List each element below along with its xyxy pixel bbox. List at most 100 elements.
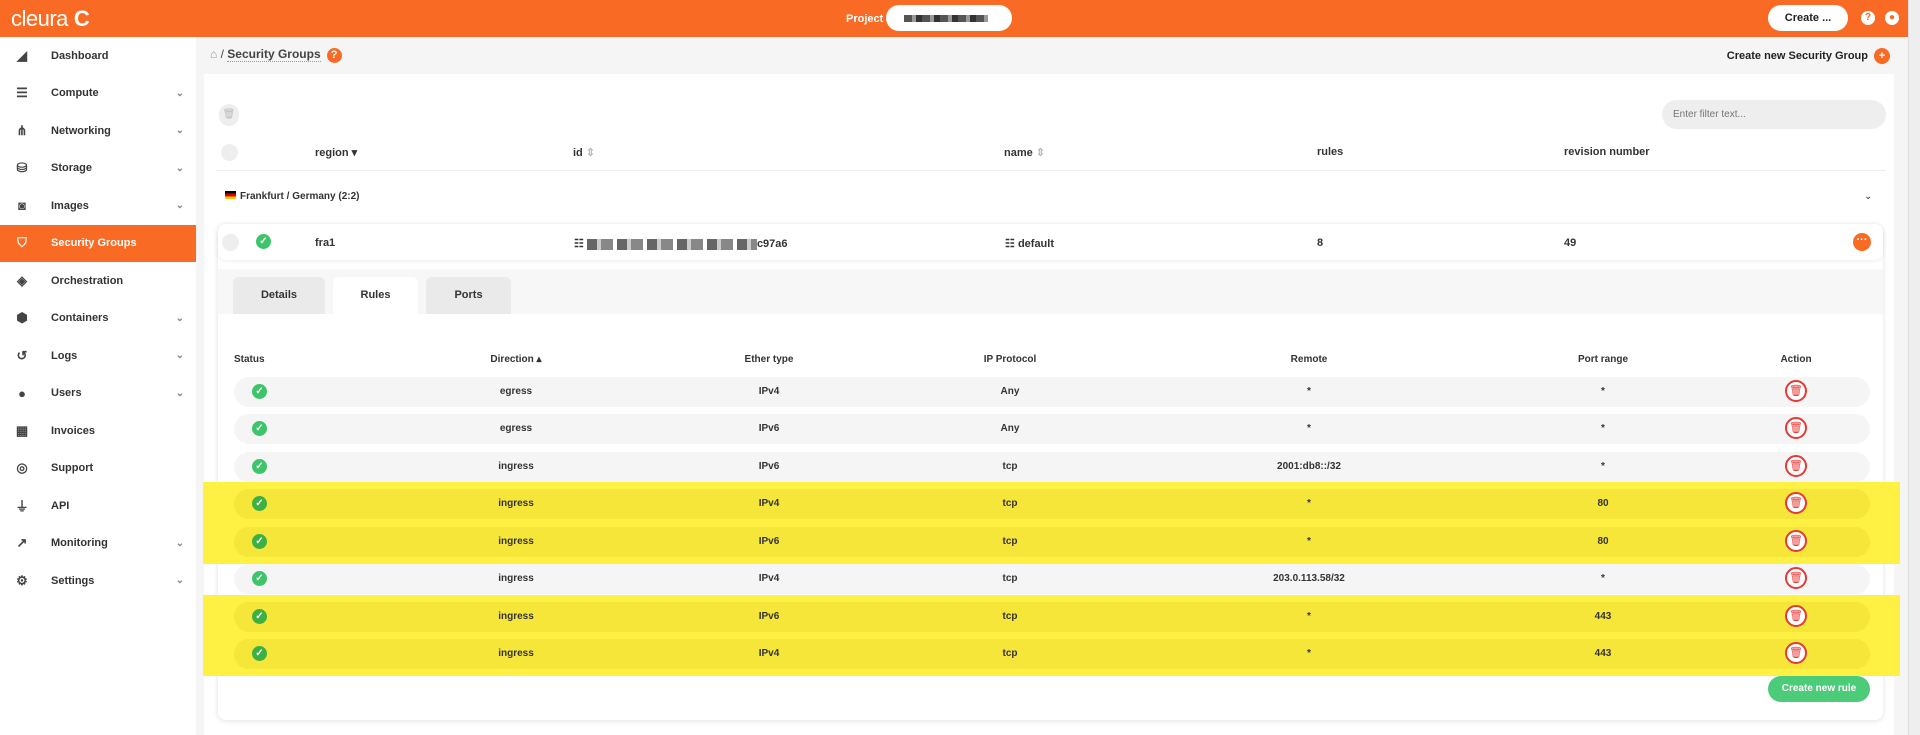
- delete-rule-button[interactable]: 🗑: [1785, 530, 1807, 552]
- sidebar-item-monitoring[interactable]: ↗ Monitoring ⌄: [0, 525, 196, 562]
- user-account-icon[interactable]: ●: [1885, 11, 1899, 25]
- rule-port: 443: [1594, 611, 1612, 622]
- chevron-down-icon[interactable]: ⌄: [1864, 191, 1873, 202]
- rule-direction: ingress: [498, 461, 534, 472]
- help-icon[interactable]: ?: [1861, 11, 1875, 25]
- delete-rule-button[interactable]: 🗑: [1785, 455, 1807, 477]
- rule-ether: IPv4: [758, 498, 780, 509]
- user-icon: ●: [18, 385, 26, 401]
- status-ok-icon: ✓: [252, 459, 267, 474]
- rule-row: ✓ ingress IPv4 tcp * 80 🗑: [234, 489, 1870, 519]
- logo[interactable]: cleura C: [11, 6, 90, 31]
- sidebar-item-settings[interactable]: ⚙ Settings ⌄: [0, 562, 196, 599]
- sidebar-item-storage[interactable]: ⛁ Storage ⌄: [0, 150, 196, 187]
- sidebar-item-label: Monitoring: [51, 537, 108, 549]
- list-icon: ☷: [1005, 238, 1015, 250]
- create-new-rule-button[interactable]: Create new rule: [1768, 676, 1870, 702]
- row-checkbox[interactable]: [222, 234, 239, 251]
- select-all-checkbox[interactable]: [221, 144, 238, 161]
- column-header-id[interactable]: id ⇕: [573, 147, 596, 159]
- sidebar-item-label: API: [51, 499, 70, 512]
- column-header-name[interactable]: name ⇕: [1004, 147, 1046, 159]
- cube-icon: ⬢: [16, 310, 28, 325]
- delete-rule-button[interactable]: 🗑: [1785, 567, 1807, 589]
- sidebar-item-invoices[interactable]: ▦ Invoices: [0, 412, 196, 449]
- more-actions-icon[interactable]: ···: [1853, 233, 1871, 251]
- trash-icon: 🗑: [1789, 535, 1803, 547]
- sidebar-item-label: Users: [51, 387, 82, 399]
- rule-remote: *: [1307, 536, 1311, 547]
- rule-direction: ingress: [498, 648, 534, 659]
- rules-header-remote: Remote: [1290, 354, 1328, 365]
- rule-row: ✓ egress IPv6 Any * * 🗑: [234, 414, 1870, 444]
- rule-remote: 2001:db8::/32: [1277, 461, 1341, 472]
- create-button[interactable]: Create ...: [1768, 5, 1848, 31]
- server-icon: ☰: [16, 85, 28, 100]
- sidebar-item-images[interactable]: ◙ Images ⌄: [0, 187, 196, 224]
- status-ok-icon: ✓: [252, 571, 267, 586]
- tab-ports[interactable]: Ports: [426, 277, 511, 314]
- group-name: ☷ default: [1005, 238, 1054, 250]
- list-icon: ☷: [574, 238, 584, 250]
- bulk-delete-button[interactable]: 🗑: [219, 104, 239, 126]
- delete-rule-button[interactable]: 🗑: [1785, 380, 1807, 402]
- rule-direction: ingress: [498, 611, 534, 622]
- page-scrollbar[interactable]: [1908, 0, 1920, 735]
- chevron-down-icon: ⌄: [175, 200, 184, 211]
- sidebar-item-label: Invoices: [51, 424, 96, 437]
- rule-port: 80: [1597, 498, 1609, 509]
- breadcrumb-current: Security Groups: [227, 47, 321, 62]
- sidebar-item-security-groups[interactable]: ⛉ Security Groups: [0, 224, 196, 262]
- sidebar-item-compute[interactable]: ☰ Compute ⌄: [0, 75, 196, 112]
- delete-rule-button[interactable]: 🗑: [1785, 642, 1807, 664]
- rule-protocol: tcp: [1002, 536, 1018, 547]
- chart-line-icon: ↗: [16, 535, 28, 550]
- rule-ether: IPv6: [758, 461, 780, 472]
- delete-rule-button[interactable]: 🗑: [1785, 605, 1807, 627]
- rule-port: *: [1601, 386, 1605, 397]
- sidebar-item-networking[interactable]: ⋔ Networking ⌄: [0, 112, 196, 149]
- sidebar-item-api[interactable]: ⏚ API: [0, 487, 196, 524]
- sidebar-item-dashboard[interactable]: ◢ Dashboard: [0, 37, 196, 74]
- redacted-id: [586, 238, 757, 250]
- rule-direction: ingress: [498, 573, 534, 584]
- sidebar-item-label: Images: [51, 199, 89, 212]
- top-bar: cleura C Project Create ... ? ●: [0, 0, 1908, 37]
- create-security-group-button[interactable]: Create new Security Group +: [1727, 48, 1890, 64]
- delete-rule-button[interactable]: 🗑: [1785, 417, 1807, 439]
- rule-remote: *: [1307, 498, 1311, 509]
- group-id: ☷ c97a6: [574, 238, 788, 250]
- help-icon[interactable]: ?: [326, 48, 342, 63]
- sidebar-item-containers[interactable]: ⬢ Containers ⌄: [0, 300, 196, 337]
- group-revision: 49: [1564, 237, 1577, 249]
- status-ok-icon: ✓: [252, 384, 267, 399]
- chevron-down-icon: ⌄: [175, 87, 184, 99]
- security-group-row[interactable]: ✓ fra1 ☷ c97a6 ☷ default 8 49 ···: [218, 224, 1883, 260]
- status-ok-icon: ✓: [252, 421, 267, 436]
- sidebar-item-label: Dashboard: [51, 49, 109, 62]
- status-ok-icon: ✓: [252, 646, 267, 661]
- rules-header-direction[interactable]: Direction ▴: [490, 354, 542, 365]
- region-group-header[interactable]: Frankfurt / Germany (2:2): [225, 191, 359, 202]
- rule-port: 443: [1594, 648, 1612, 659]
- column-header-rules: rules: [1317, 146, 1344, 158]
- sidebar-item-label: Orchestration: [51, 274, 124, 287]
- sidebar-item-support[interactable]: ◎ Support: [0, 450, 196, 487]
- delete-rule-button[interactable]: 🗑: [1785, 492, 1807, 514]
- column-header-region[interactable]: region ▾: [315, 147, 358, 159]
- rule-remote: *: [1307, 423, 1311, 434]
- history-icon: ↺: [16, 347, 28, 363]
- tab-details[interactable]: Details: [233, 277, 325, 314]
- tab-rules[interactable]: Rules: [333, 277, 418, 314]
- sidebar-item-logs[interactable]: ↺ Logs ⌄: [0, 337, 196, 374]
- filter-input[interactable]: [1662, 100, 1886, 129]
- sidebar-item-orchestration[interactable]: ◈ Orchestration: [0, 262, 196, 299]
- trash-icon: 🗑: [1789, 385, 1803, 397]
- plug-icon: ⏚: [15, 499, 29, 514]
- rule-row: ✓ ingress IPv6 tcp * 80 🗑: [234, 527, 1870, 557]
- group-rules-count: 8: [1317, 237, 1324, 249]
- sidebar-item-users[interactable]: ● Users ⌄: [0, 375, 196, 412]
- home-icon[interactable]: ⌂: [210, 47, 218, 61]
- project-selector[interactable]: [886, 5, 1012, 31]
- logo-mark-icon: C: [73, 6, 90, 31]
